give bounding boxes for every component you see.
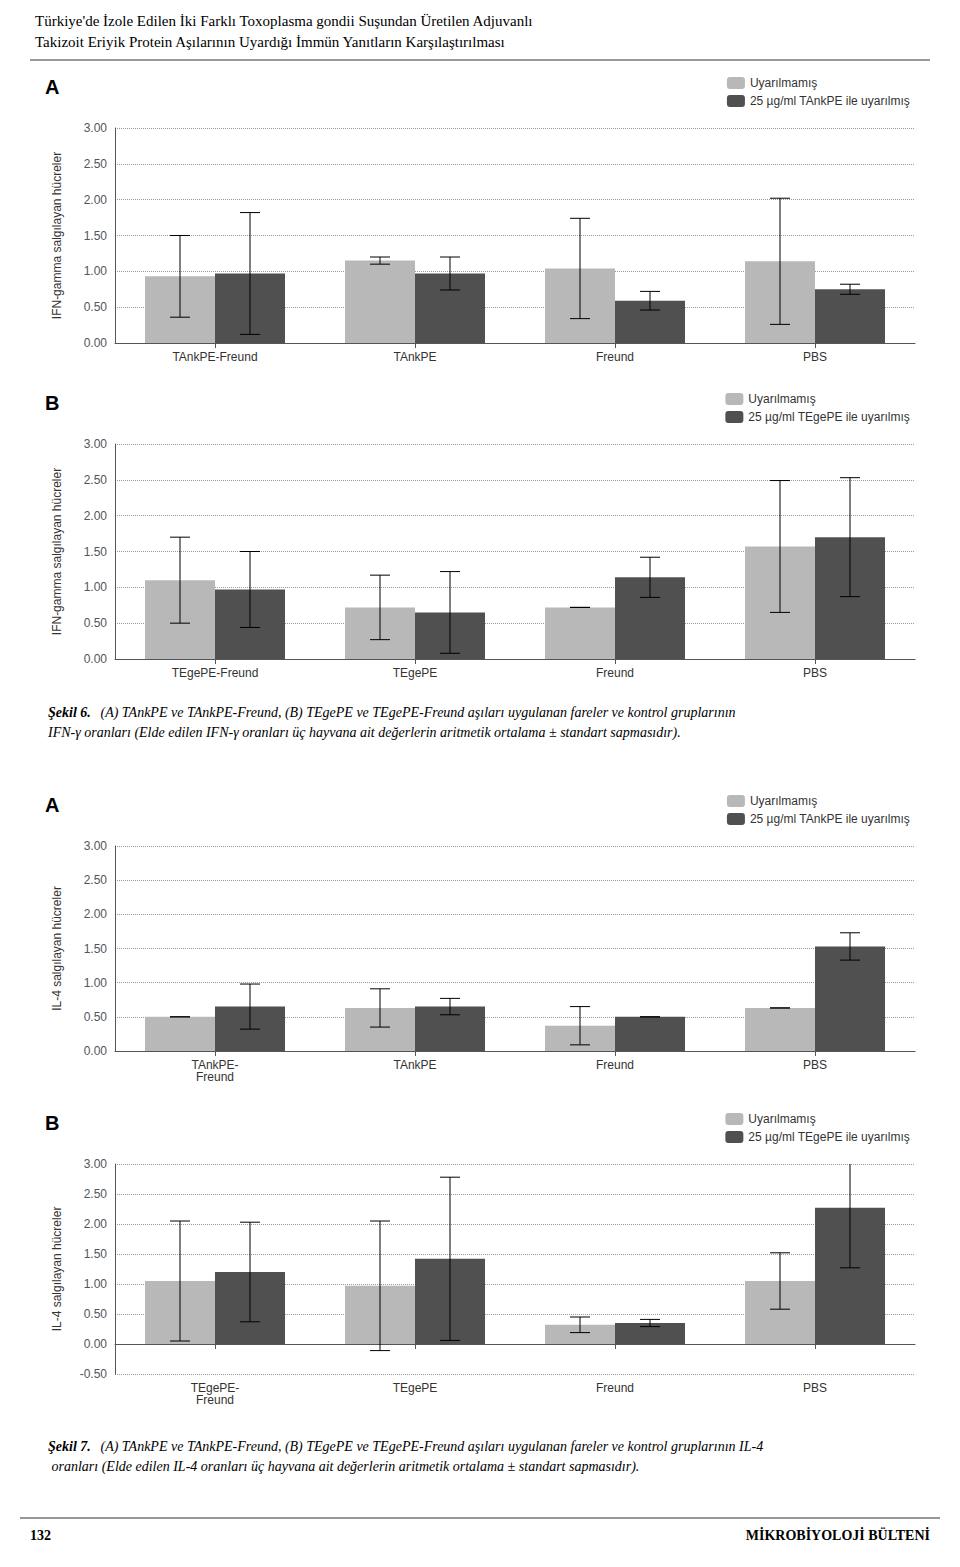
svg-text:IFN-gamma salgılayan hücreler: IFN-gamma salgılayan hücreler <box>50 468 64 635</box>
svg-text:1.00: 1.00 <box>84 976 108 990</box>
svg-text:0.50: 0.50 <box>84 300 108 314</box>
svg-text:1.50: 1.50 <box>84 545 108 559</box>
svg-text:Uyarılmamış: Uyarılmamış <box>750 76 817 90</box>
svg-text:0.00: 0.00 <box>84 1337 108 1351</box>
svg-text:A: A <box>45 76 59 98</box>
svg-text:B: B <box>45 1112 59 1134</box>
svg-text:3.00: 3.00 <box>84 839 108 853</box>
svg-text:TAnkPE-Freund: TAnkPE-Freund <box>172 350 257 364</box>
svg-text:TEgePE-: TEgePE- <box>190 1381 240 1395</box>
svg-text:1.50: 1.50 <box>84 229 108 243</box>
svg-text:3.00: 3.00 <box>84 121 108 135</box>
svg-text:Uyarılmamış: Uyarılmamış <box>748 392 815 406</box>
svg-text:TEgePE: TEgePE <box>393 666 438 680</box>
svg-text:0.50: 0.50 <box>84 1010 108 1024</box>
svg-text:oranları (Elde edilen IL-4 ora: oranları (Elde edilen IL-4 oranları üç h… <box>48 1459 639 1475</box>
svg-text:132: 132 <box>30 1528 51 1543</box>
svg-text:1.00: 1.00 <box>84 1277 108 1291</box>
svg-text:Freund: Freund <box>596 1058 634 1072</box>
svg-text:Freund: Freund <box>596 1381 634 1395</box>
svg-text:25 µg/ml TAnkPE ile uyarılmış: 25 µg/ml TAnkPE ile uyarılmış <box>750 94 910 108</box>
svg-text:TEgePE-Freund: TEgePE-Freund <box>172 666 259 680</box>
svg-text:IFN-γ oranları (Elde edilen IF: IFN-γ oranları (Elde edilen IFN-γ oranla… <box>47 725 681 741</box>
svg-text:TEgePE: TEgePE <box>393 1381 438 1395</box>
svg-text:1.00: 1.00 <box>84 580 108 594</box>
svg-text:PBS: PBS <box>803 1381 827 1395</box>
svg-text:Şekil 6.: Şekil 6. <box>48 705 91 720</box>
svg-text:0.50: 0.50 <box>84 1307 108 1321</box>
svg-text:TAnkPE: TAnkPE <box>393 350 436 364</box>
svg-text:PBS: PBS <box>803 666 827 680</box>
svg-text:2.50: 2.50 <box>84 1187 108 1201</box>
svg-text:1.50: 1.50 <box>84 1247 108 1261</box>
svg-text:TAnkPE-: TAnkPE- <box>191 1058 239 1072</box>
svg-text:2.50: 2.50 <box>84 873 108 887</box>
svg-text:TAnkPE: TAnkPE <box>393 1058 436 1072</box>
svg-text:IL-4 salgılayan hücreler: IL-4 salgılayan hücreler <box>50 886 64 1011</box>
svg-text:-0.50: -0.50 <box>80 1367 108 1381</box>
svg-text:MİKROBİYOLOJİ BÜLTENİ: MİKROBİYOLOJİ BÜLTENİ <box>746 1527 930 1543</box>
svg-text:Freund: Freund <box>596 666 634 680</box>
svg-text:0.00: 0.00 <box>84 652 108 666</box>
svg-text:2.50: 2.50 <box>84 473 108 487</box>
svg-text:2.00: 2.00 <box>84 509 108 523</box>
svg-text:2.00: 2.00 <box>84 193 108 207</box>
svg-text:IFN-gamma salgılayan hücreler: IFN-gamma salgılayan hücreler <box>50 152 64 319</box>
svg-text:Uyarılmamış: Uyarılmamış <box>750 794 817 808</box>
svg-text:2.50: 2.50 <box>84 157 108 171</box>
svg-text:0.00: 0.00 <box>84 336 108 350</box>
svg-text:Türkiye'de İzole Edilen İki Fa: Türkiye'de İzole Edilen İki Farklı Toxop… <box>35 13 533 29</box>
svg-text:25 µg/ml TAnkPE ile uyarılmış: 25 µg/ml TAnkPE ile uyarılmış <box>750 812 910 826</box>
svg-text:3.00: 3.00 <box>84 1157 108 1171</box>
svg-text:Freund: Freund <box>596 350 634 364</box>
svg-text:Freund: Freund <box>196 1070 234 1084</box>
svg-text:Takizoit Eriyik Protein Aşılar: Takizoit Eriyik Protein Aşılarının Uyard… <box>35 34 505 50</box>
svg-text:PBS: PBS <box>803 350 827 364</box>
svg-text:1.50: 1.50 <box>84 942 108 956</box>
svg-text:PBS: PBS <box>803 1058 827 1072</box>
svg-text:2.00: 2.00 <box>84 907 108 921</box>
svg-text:3.00: 3.00 <box>84 437 108 451</box>
svg-text:B: B <box>45 392 59 414</box>
svg-text:2.00: 2.00 <box>84 1217 108 1231</box>
svg-text:25 µg/ml TEgePE ile uyarılmış: 25 µg/ml TEgePE ile uyarılmış <box>748 1130 909 1144</box>
svg-text:1.00: 1.00 <box>84 264 108 278</box>
svg-text:(A) TAnkPE ve TAnkPE-Freund, (: (A) TAnkPE ve TAnkPE-Freund, (B) TEgePE … <box>97 705 739 721</box>
svg-text:0.50: 0.50 <box>84 616 108 630</box>
svg-text:IL-4 salgılayan hücreler: IL-4 salgılayan hücreler <box>50 1207 64 1332</box>
svg-text:25 µg/ml TEgePE ile uyarılmış: 25 µg/ml TEgePE ile uyarılmış <box>748 410 909 424</box>
svg-text:A: A <box>45 794 59 816</box>
svg-text:Freund: Freund <box>196 1393 234 1407</box>
svg-text:Uyarılmamış: Uyarılmamış <box>748 1112 815 1126</box>
svg-text:Şekil 7.: Şekil 7. <box>48 1439 91 1454</box>
svg-text:(A) TAnkPE ve TAnkPE-Freund, (: (A) TAnkPE ve TAnkPE-Freund, (B) TEgePE … <box>97 1439 763 1455</box>
svg-text:0.00: 0.00 <box>84 1044 108 1058</box>
